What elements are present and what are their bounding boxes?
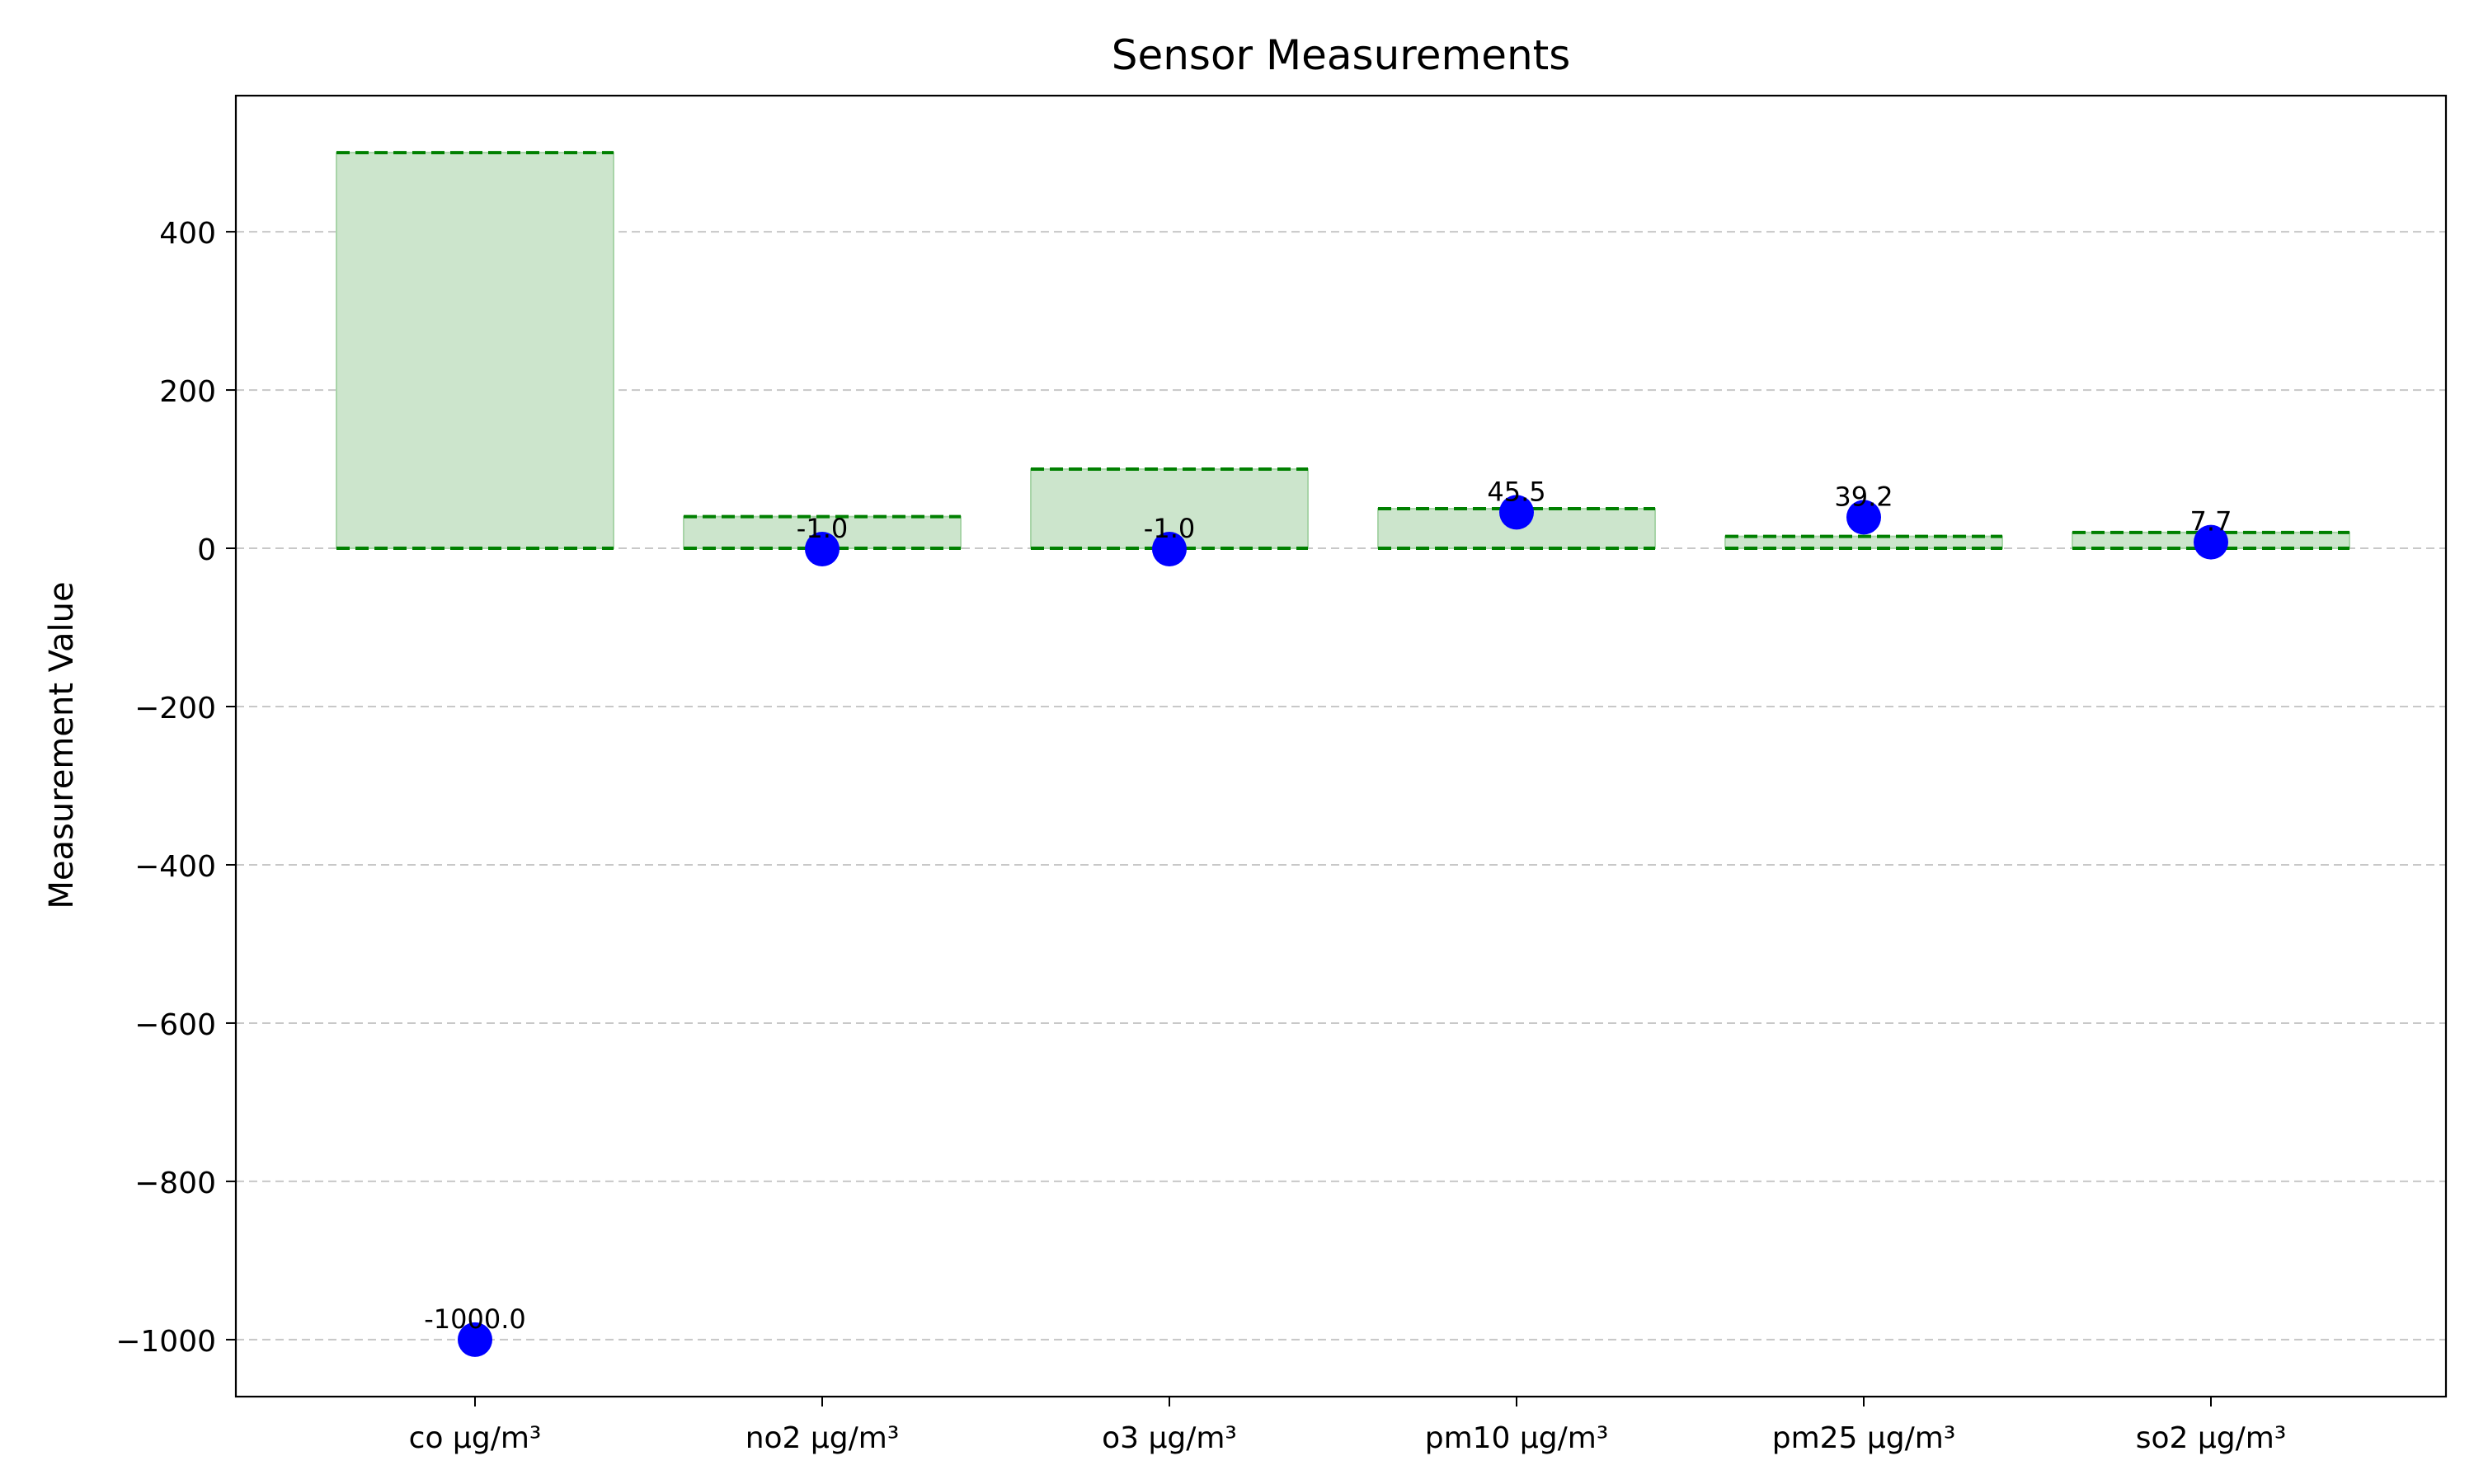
x-tick-label: so2 µg/m³ (2136, 1421, 2287, 1455)
x-tick-label: pm25 µg/m³ (1772, 1421, 1956, 1455)
y-tick-label: −1000 (115, 1325, 216, 1359)
data-labels: -1000.0 -1.0 -1.0 45.5 39.2 7.7 (424, 476, 2232, 1335)
data-label: 45.5 (1487, 476, 1545, 507)
y-tick-label: 200 (159, 375, 216, 409)
plot-area-frame (234, 94, 2448, 1398)
x-axis-ticks: co µg/m³ no2 µg/m³ o3 µg/m³ pm10 µg/m³ pm25 … (409, 1397, 2287, 1455)
y-tick-label: −800 (134, 1167, 216, 1200)
data-label: -1000.0 (424, 1303, 526, 1335)
y-tick-label: 400 (159, 217, 216, 251)
y-tick-label: −400 (134, 850, 216, 884)
data-label: -1.0 (1144, 513, 1195, 544)
y-tick-label: 0 (197, 533, 216, 567)
data-points (458, 495, 2228, 1357)
x-tick-label: o3 µg/m³ (1102, 1421, 1237, 1455)
x-tick-label: no2 µg/m³ (745, 1421, 900, 1455)
range-band (336, 152, 614, 550)
data-label: -1.0 (797, 513, 848, 544)
data-point (805, 531, 840, 566)
x-tick-label: co µg/m³ (409, 1421, 542, 1455)
data-label: 7.7 (2190, 506, 2232, 538)
data-point (1846, 500, 1881, 535)
data-label: 39.2 (1834, 481, 1893, 512)
data-point (2194, 524, 2228, 560)
y-tick-label: −200 (134, 692, 216, 726)
data-point (458, 1322, 492, 1357)
range-band (1724, 535, 2003, 550)
y-axis-label: Measurement Value (43, 581, 81, 909)
range-bands (336, 151, 2350, 551)
x-tick-label: pm10 µg/m³ (1425, 1421, 1609, 1455)
chart-title: Sensor Measurements (1112, 31, 1571, 79)
y-tick-label: −600 (134, 1008, 216, 1042)
data-point (1499, 495, 1534, 530)
data-point (1152, 531, 1187, 566)
y-axis-ticks: −1000 −800 −600 −400 −200 0 200 400 (115, 217, 236, 1359)
